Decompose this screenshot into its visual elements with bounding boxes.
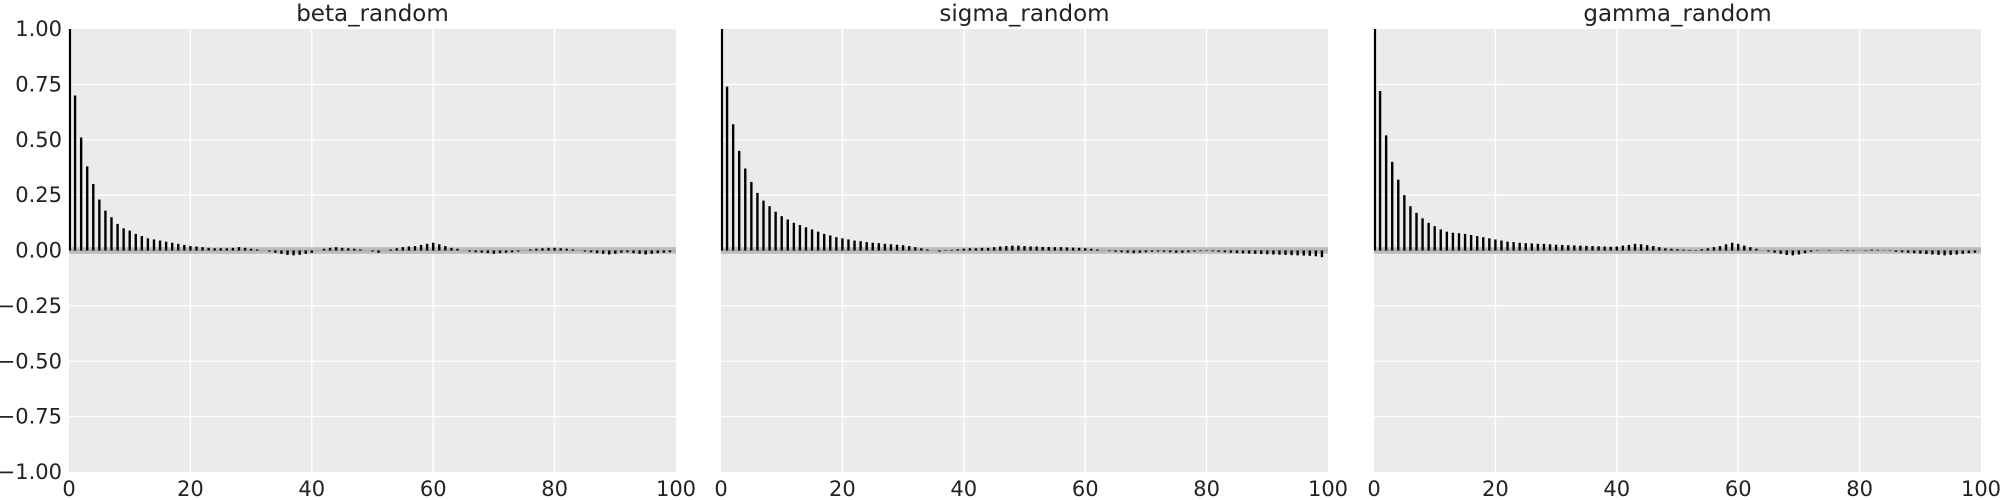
x-tick-label: 40 [298, 477, 325, 500]
x-tick-label: 80 [1193, 477, 1220, 500]
x-tick-label: 0 [1367, 477, 1380, 500]
y-tick-label: 0.50 [15, 128, 62, 152]
x-tick-label: 20 [177, 477, 204, 500]
y-tick-label: 1.00 [15, 17, 62, 41]
y-tick-label: −0.75 [0, 405, 62, 429]
x-tick-label: 60 [1725, 477, 1752, 500]
y-tick-label: 0.25 [15, 183, 62, 207]
panel-title: gamma_random [1583, 1, 1771, 27]
x-tick-label: 40 [950, 477, 977, 500]
chart-panel-1: 0 20 40 60 80 100 1.00 0.75 0.50 0.25 0.00 −0.25 −0.… [0, 1, 696, 500]
x-tick-label: 40 [1603, 477, 1630, 500]
x-tick-label: 20 [829, 477, 856, 500]
x-tick-label: 60 [420, 477, 447, 500]
y-tick-label: 0.00 [15, 239, 62, 263]
chart-panel-3: 0 20 40 60 80 100 gamma_random [1367, 1, 2000, 500]
x-tick-label: 0 [62, 477, 75, 500]
x-tick-label: 20 [1482, 477, 1509, 500]
x-tick-label: 0 [714, 477, 727, 500]
x-tick-label: 100 [1308, 477, 1348, 500]
panel-title: beta_random [296, 1, 449, 27]
y-tick-label: −0.25 [0, 294, 62, 318]
x-tick-label: 80 [1846, 477, 1873, 500]
chart-panel-2: 0 20 40 60 80 100 sigma_random [714, 1, 1348, 500]
y-tick-label: 0.75 [15, 72, 62, 96]
x-tick-label: 100 [656, 477, 696, 500]
panel-title: sigma_random [939, 1, 1109, 27]
y-tick-label: −0.50 [0, 349, 62, 373]
x-tick-label: 100 [1961, 477, 2000, 500]
x-tick-label: 80 [541, 477, 568, 500]
y-tick-label: −1.00 [0, 460, 62, 484]
x-tick-label: 60 [1072, 477, 1099, 500]
